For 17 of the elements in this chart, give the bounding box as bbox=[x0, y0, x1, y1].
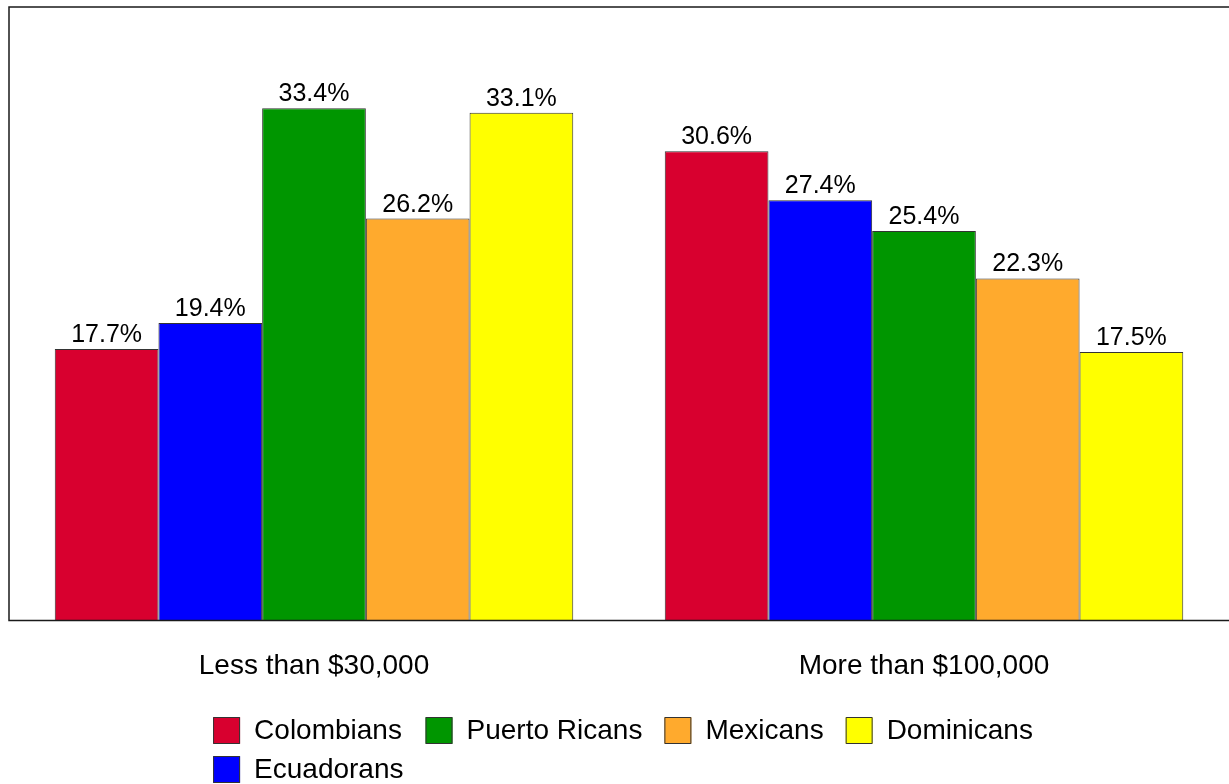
legend-label: Mexicans bbox=[705, 714, 824, 746]
legend-label: Colombians bbox=[254, 714, 402, 746]
x-tick-label: More than $100,000 bbox=[798, 648, 1050, 680]
legend-label: Dominicans bbox=[886, 714, 1033, 746]
data-label: 30.6% bbox=[681, 121, 753, 150]
legend-label: Ecuadorans bbox=[254, 753, 404, 784]
data-label: 17.5% bbox=[1095, 322, 1167, 351]
data-label: 22.3% bbox=[992, 248, 1064, 277]
data-label: 33.1% bbox=[485, 82, 557, 111]
data-label: 17.7% bbox=[71, 318, 143, 347]
data-label: 33.4% bbox=[278, 78, 350, 107]
data-label: 19.4% bbox=[174, 292, 246, 321]
data-label: 25.4% bbox=[888, 200, 960, 229]
data-label: 27.4% bbox=[784, 170, 856, 199]
data-label: 26.2% bbox=[382, 188, 454, 217]
x-tick-label: Less than $30,000 bbox=[198, 648, 430, 680]
legend-label: Puerto Ricans bbox=[466, 714, 643, 746]
